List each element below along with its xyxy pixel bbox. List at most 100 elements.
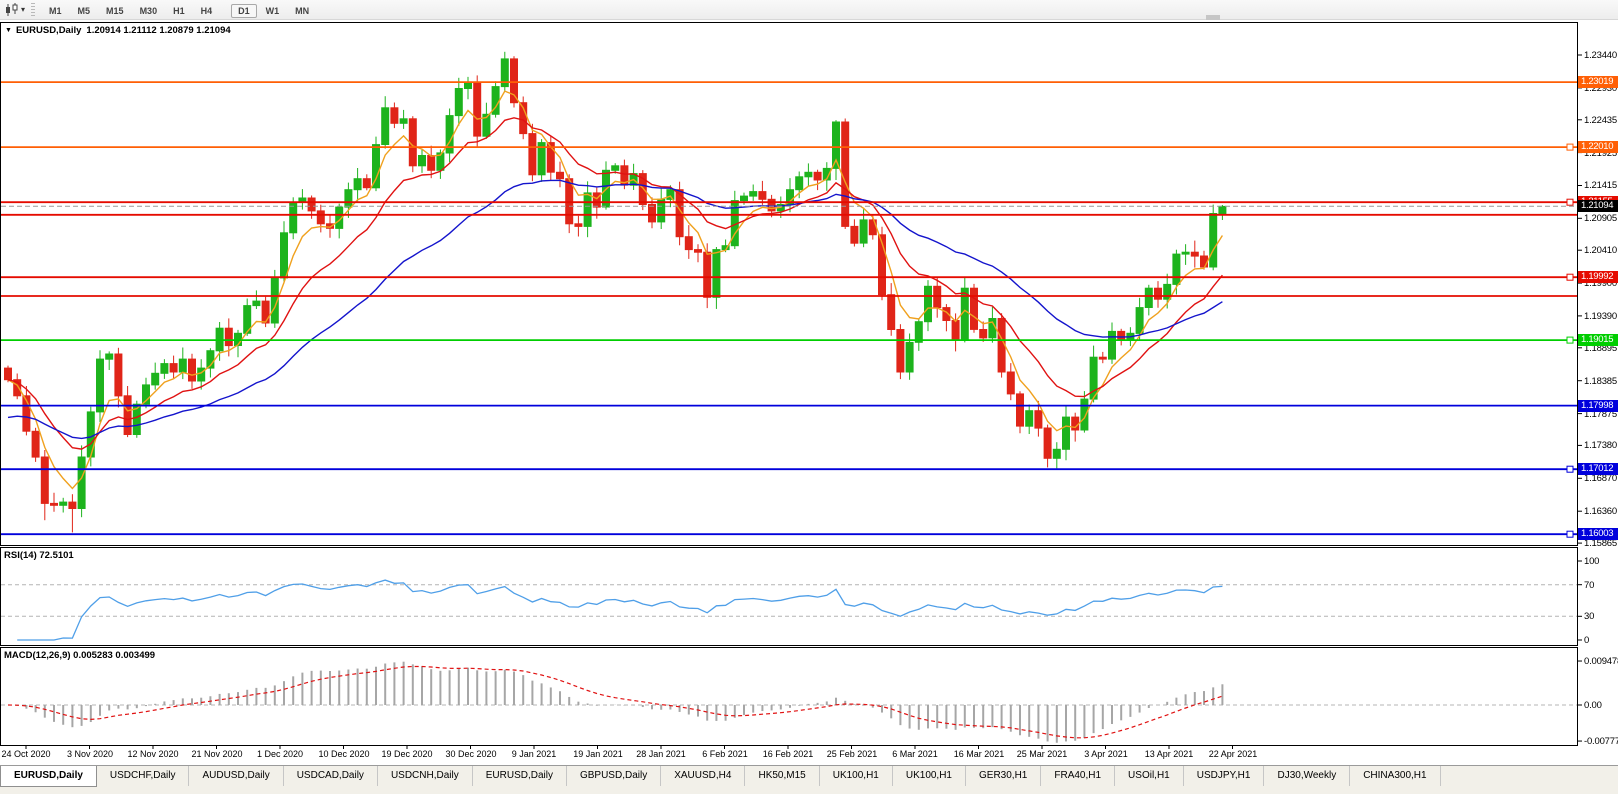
- timeframe-button-MN[interactable]: MN: [295, 5, 310, 16]
- price-line-badge-1.23019: 1.23019: [1578, 76, 1618, 88]
- chart-tab-7-xauusd-h4[interactable]: XAUUSD,H4: [661, 766, 746, 786]
- hline-handle-1.22010[interactable]: [1566, 143, 1574, 151]
- chart-symbol-label: EURUSD,Daily: [15, 25, 82, 36]
- chart-tab-15-dj30-weekly[interactable]: DJ30,Weekly: [1264, 766, 1351, 786]
- rsi-line: [17, 579, 1223, 641]
- date-axis-label: 25 Mar 2021: [1016, 749, 1068, 759]
- chart-tab-13-usoil-h1[interactable]: USOil,H1: [1115, 766, 1184, 786]
- price-line-badge-1.22010: 1.22010: [1578, 141, 1618, 153]
- date-axis-label: 10 Dec 2020: [318, 749, 370, 759]
- price-axis-label: 1.18895: [1584, 343, 1617, 354]
- date-axis-label: 28 Jan 2021: [636, 749, 686, 759]
- chart-tab-5-eurusd-daily[interactable]: EURUSD,Daily: [473, 766, 567, 786]
- dropdown-caret-icon[interactable]: ▾: [21, 5, 26, 14]
- chart-tab-9-uk100-h1[interactable]: UK100,H1: [820, 766, 893, 786]
- rsi-axis-label: 100: [1584, 556, 1600, 567]
- price-axis-label: 1.19390: [1584, 311, 1617, 322]
- price-axis-label: 1.16360: [1584, 506, 1617, 517]
- price-line-badge-1.19992: 1.19992: [1578, 271, 1618, 283]
- date-axis-label: 19 Jan 2021: [573, 749, 623, 759]
- price-line-badge-1.19015: 1.19015: [1578, 334, 1618, 346]
- macd-panel: [0, 647, 1578, 746]
- chart-tab-10-uk100-h1[interactable]: UK100,H1: [893, 766, 966, 786]
- main-panel: [0, 22, 1578, 546]
- date-axis-label: 6 Feb 2021: [702, 749, 748, 759]
- timeframe-button-M30[interactable]: M30: [139, 5, 158, 16]
- price-axis-label: 1.23440: [1584, 50, 1617, 61]
- date-axis-label: 12 Nov 2020: [127, 749, 179, 759]
- timeframe-button-H4[interactable]: H4: [200, 5, 213, 16]
- date-axis-label: 16 Feb 2021: [762, 749, 814, 759]
- date-axis-label: 13 Apr 2021: [1144, 749, 1194, 759]
- chart-tab-6-gbpusd-daily[interactable]: GBPUSD,Daily: [567, 766, 662, 786]
- price-axis-label: 1.18385: [1584, 376, 1617, 387]
- timeframe-button-W1[interactable]: W1: [265, 5, 280, 16]
- chart-tab-bar: EURUSD,Daily USDCHF,Daily AUDUSD,Daily USDC…: [0, 765, 1618, 794]
- date-axis-label: 30 Dec 2020: [445, 749, 497, 759]
- chart-tab-11-ger30-h1[interactable]: GER30,H1: [966, 766, 1042, 786]
- price-axis-label: 1.21415: [1584, 180, 1617, 191]
- symbol-dropdown-icon[interactable]: ▼: [5, 27, 12, 34]
- macd-axis-label: -0.00777: [1584, 736, 1618, 747]
- candlesticks[interactable]: [4, 51, 1227, 533]
- rsi-panel: [0, 547, 1578, 646]
- macd-axis-label: 0.009478: [1584, 656, 1618, 667]
- chart-tab-2-audusd-daily[interactable]: AUDUSD,Daily: [189, 766, 284, 786]
- ma-fast-line: [7, 90, 1223, 490]
- candlestick-chart-icon[interactable]: [4, 2, 20, 17]
- hline-handle-1.21155[interactable]: [1566, 198, 1574, 206]
- macd-signal-line: [7, 665, 1223, 739]
- rsi-axis-label: 30: [1584, 611, 1595, 622]
- timeframe-button-H1[interactable]: H1: [173, 5, 185, 16]
- date-axis-label: 24 Oct 2020: [1, 749, 51, 759]
- toolbar-grip[interactable]: [31, 2, 36, 17]
- price-axis-label: 1.20905: [1584, 213, 1617, 224]
- macd-axis-label: 0.00: [1584, 700, 1602, 711]
- price-line-badge-1.17012: 1.17012: [1578, 463, 1618, 475]
- price-axis-label: 1.20410: [1584, 245, 1617, 256]
- macd-indicator-label: MACD(12,26,9) 0.005283 0.003499: [4, 650, 156, 661]
- date-axis-label: 21 Nov 2020: [191, 749, 243, 759]
- chart-tab-12-fra40-h1[interactable]: FRA40,H1: [1041, 766, 1116, 786]
- chart-tab-4-usdcnh-daily[interactable]: USDCNH,Daily: [378, 766, 473, 786]
- price-axis-label: 1.19900: [1584, 278, 1617, 289]
- date-axis-label: 3 Nov 2020: [66, 749, 114, 759]
- date-axis-label: 9 Jan 2021: [511, 749, 557, 759]
- hline-handle-1.17012[interactable]: [1566, 465, 1574, 473]
- price-axis-label: 1.21925: [1584, 148, 1617, 159]
- hline-handle-1.19992[interactable]: [1566, 273, 1574, 281]
- timeframe-button-M5[interactable]: M5: [77, 5, 91, 16]
- date-axis-label: 16 Mar 2021: [953, 749, 1005, 759]
- current-price-badge: 1.21094: [1578, 200, 1618, 212]
- chart-tab-0-eurusd-daily[interactable]: EURUSD,Daily: [0, 766, 97, 787]
- timeframe-button-M15[interactable]: M15: [106, 5, 124, 16]
- rsi-indicator-label: RSI(14) 72.5101: [4, 550, 74, 561]
- rsi-axis-label: 0: [1584, 635, 1590, 646]
- date-axis-label: 1 Dec 2020: [256, 749, 304, 759]
- timeframe-button-M1[interactable]: M1: [49, 5, 62, 16]
- macd-histogram: [16, 661, 1224, 743]
- price-axis-label: 1.17875: [1584, 409, 1617, 420]
- chart-tab-1-usdchf-daily[interactable]: USDCHF,Daily: [97, 766, 190, 786]
- price-axis-label: 1.16870: [1584, 473, 1617, 484]
- hline-handle-1.19015[interactable]: [1566, 336, 1574, 344]
- rsi-axis-label: 70: [1584, 580, 1595, 591]
- price-axis-label: 1.15865: [1584, 538, 1617, 549]
- date-axis-label: 22 Apr 2021: [1208, 749, 1258, 759]
- hline-handle-1.16003[interactable]: [1566, 530, 1574, 538]
- price-line-badge-1.17998: 1.17998: [1578, 400, 1618, 412]
- chart-tab-8-hk50-m15[interactable]: HK50,M15: [745, 766, 820, 786]
- timeframe-toolbar: M1 M5 M15 M30 H1 H4 D1 W1 MN: [41, 1, 327, 19]
- date-axis-label: 19 Dec 2020: [381, 749, 433, 759]
- timeframe-button-D1[interactable]: D1: [231, 3, 257, 18]
- price-line-badge-1.16003: 1.16003: [1578, 528, 1618, 540]
- date-axis-label: 6 Mar 2021: [892, 749, 938, 759]
- chart-tab-14-usdjpy-h1[interactable]: USDJPY,H1: [1184, 766, 1265, 786]
- ma-slow-line: [7, 179, 1223, 440]
- price-axis-label: 1.17380: [1584, 440, 1617, 451]
- chart-tab-3-usdcad-daily[interactable]: USDCAD,Daily: [284, 766, 378, 786]
- chart-scroll-thumb[interactable]: [1206, 15, 1220, 20]
- chart-tab-16-china300-h1[interactable]: CHINA300,H1: [1350, 766, 1441, 786]
